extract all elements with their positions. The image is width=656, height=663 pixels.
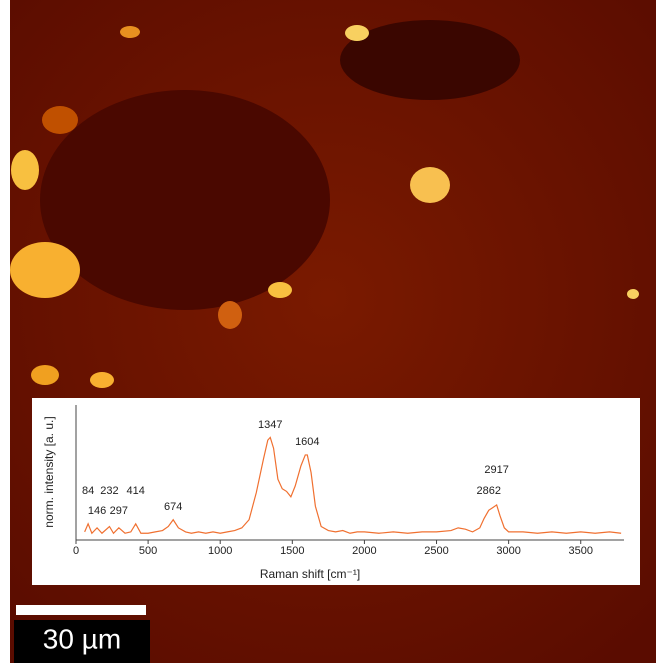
x-tick-label: 0	[73, 545, 79, 557]
peak-label: 674	[164, 501, 182, 513]
peak-label: 2917	[484, 464, 508, 476]
x-tick-label: 1500	[280, 545, 304, 557]
x-tick-label: 2500	[424, 545, 448, 557]
peak-label: 84	[82, 485, 94, 497]
scale-bar	[16, 605, 146, 615]
peak-label: 232	[100, 485, 118, 497]
x-tick-label: 1000	[208, 545, 232, 557]
x-tick-label: 500	[139, 545, 157, 557]
inset-panel	[32, 398, 640, 585]
peak-label: 297	[110, 505, 128, 517]
peak-label: 1604	[295, 436, 319, 448]
y-axis-label: norm. intensity [a. u.]	[42, 416, 56, 527]
x-tick-label: 2000	[352, 545, 376, 557]
peak-label: 2862	[476, 485, 500, 497]
x-tick-label: 3000	[496, 545, 520, 557]
spectrum-line	[84, 436, 622, 535]
peak-label: 1347	[258, 419, 282, 431]
x-axis-label: Raman shift [cm⁻¹]	[260, 567, 360, 581]
peak-label: 414	[127, 485, 145, 497]
scale-bar-label: 30 µm	[43, 623, 121, 654]
scale-bar-box	[14, 620, 150, 663]
peak-label: 146	[88, 505, 106, 517]
x-tick-label: 3500	[568, 545, 592, 557]
